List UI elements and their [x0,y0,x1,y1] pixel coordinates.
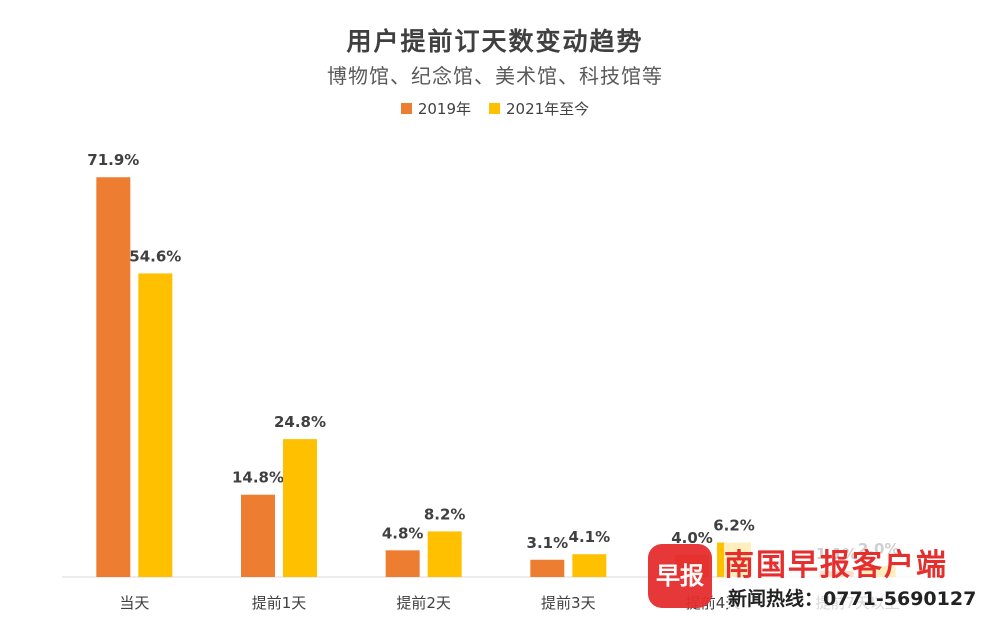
x-tick-label-0: 当天 [119,594,149,612]
bar-2019-1 [241,494,275,577]
data-label-2021-2: 8.2% [424,505,466,523]
watermark-hotline: 新闻热线：0771-5690127 [728,584,977,611]
x-tick-label-2: 提前2天 [396,594,451,612]
legend: 2019年 2021年至今 [0,98,990,119]
data-label-2021-1: 24.8% [274,413,326,431]
data-label-2019-4: 4.0% [671,529,713,547]
legend-label-2021: 2021年至今 [506,100,590,118]
bar-2021-2 [427,531,462,577]
watermark-name: 南国早报客户端 [724,540,948,584]
bar-2021-1 [283,439,317,577]
legend-label-2019: 2019年 [417,100,471,118]
bar-2019-2 [385,550,420,577]
data-label-2021-4: 6.2% [713,517,755,535]
bar-2021-3 [572,554,607,577]
data-label-2021-0: 54.6% [129,247,181,265]
data-label-2019-2: 4.8% [382,524,424,542]
bar-2019-0 [96,177,131,577]
chart-subtitle: 博物馆、纪念馆、美术馆、科技馆等 [327,64,663,88]
legend-item-2021: 2021年至今 [489,98,589,119]
chart-title: 用户提前订天数变动趋势 [346,27,644,56]
data-label-2021-3: 4.1% [569,528,611,546]
watermark-logo: 早报 [648,544,712,608]
legend-swatch-2021 [489,103,500,114]
legend-item-2019: 2019年 [400,98,471,119]
bar-2019-3 [530,559,565,577]
x-tick-label-1: 提前1天 [252,594,307,612]
legend-swatch-2019 [400,103,412,114]
data-label-2019-1: 14.8% [232,469,284,487]
data-label-2019-0: 71.9% [87,151,139,169]
x-tick-label-3: 提前3天 [541,594,596,612]
watermark: 早报 南国早报客户端 新闻热线：0771-5690127 [648,540,983,612]
bar-2021-0 [138,273,173,577]
data-label-2019-3: 3.1% [527,534,569,552]
